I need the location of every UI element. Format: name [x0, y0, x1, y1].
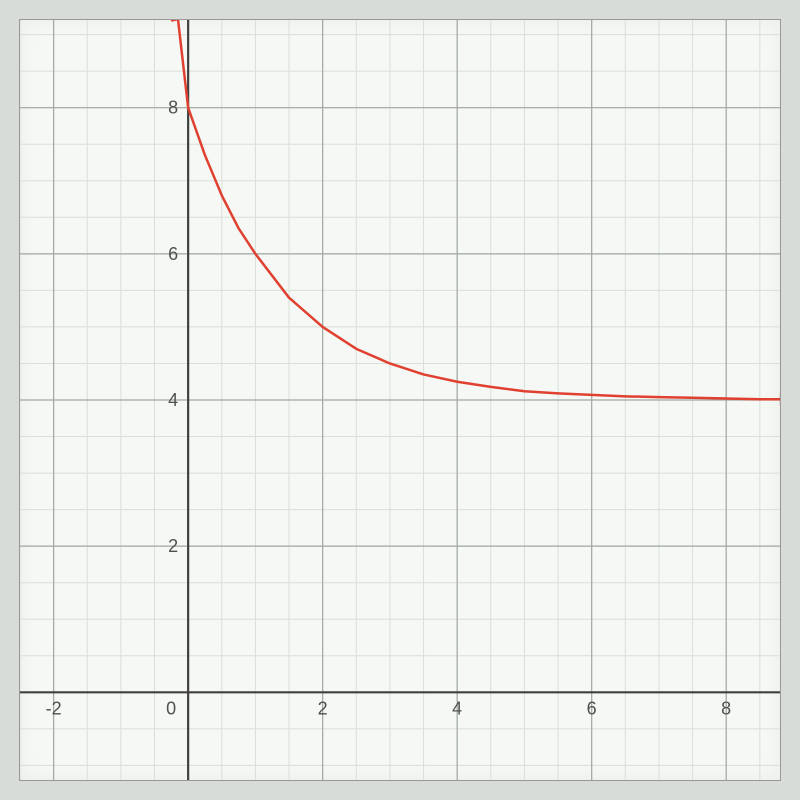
- x-tick-label: 4: [452, 698, 462, 718]
- x-tick-label: -2: [46, 698, 62, 718]
- arrowhead-icon: [172, 20, 182, 21]
- y-tick-label: 2: [168, 536, 178, 556]
- chart-plot-area: -2 0 2 4 6 8 2 4 6 8: [19, 19, 781, 781]
- y-tick-label: 4: [168, 390, 178, 410]
- chart-svg: -2 0 2 4 6 8 2 4 6 8: [20, 20, 780, 780]
- x-tick-label: 2: [318, 698, 328, 718]
- y-tick-label: 6: [168, 244, 178, 264]
- x-tick-label: 0: [166, 698, 176, 718]
- exponential-decay-curve: [178, 20, 780, 399]
- x-tick-label: 6: [587, 698, 597, 718]
- x-tick-label: 8: [721, 698, 731, 718]
- y-tick-label: 8: [168, 98, 178, 118]
